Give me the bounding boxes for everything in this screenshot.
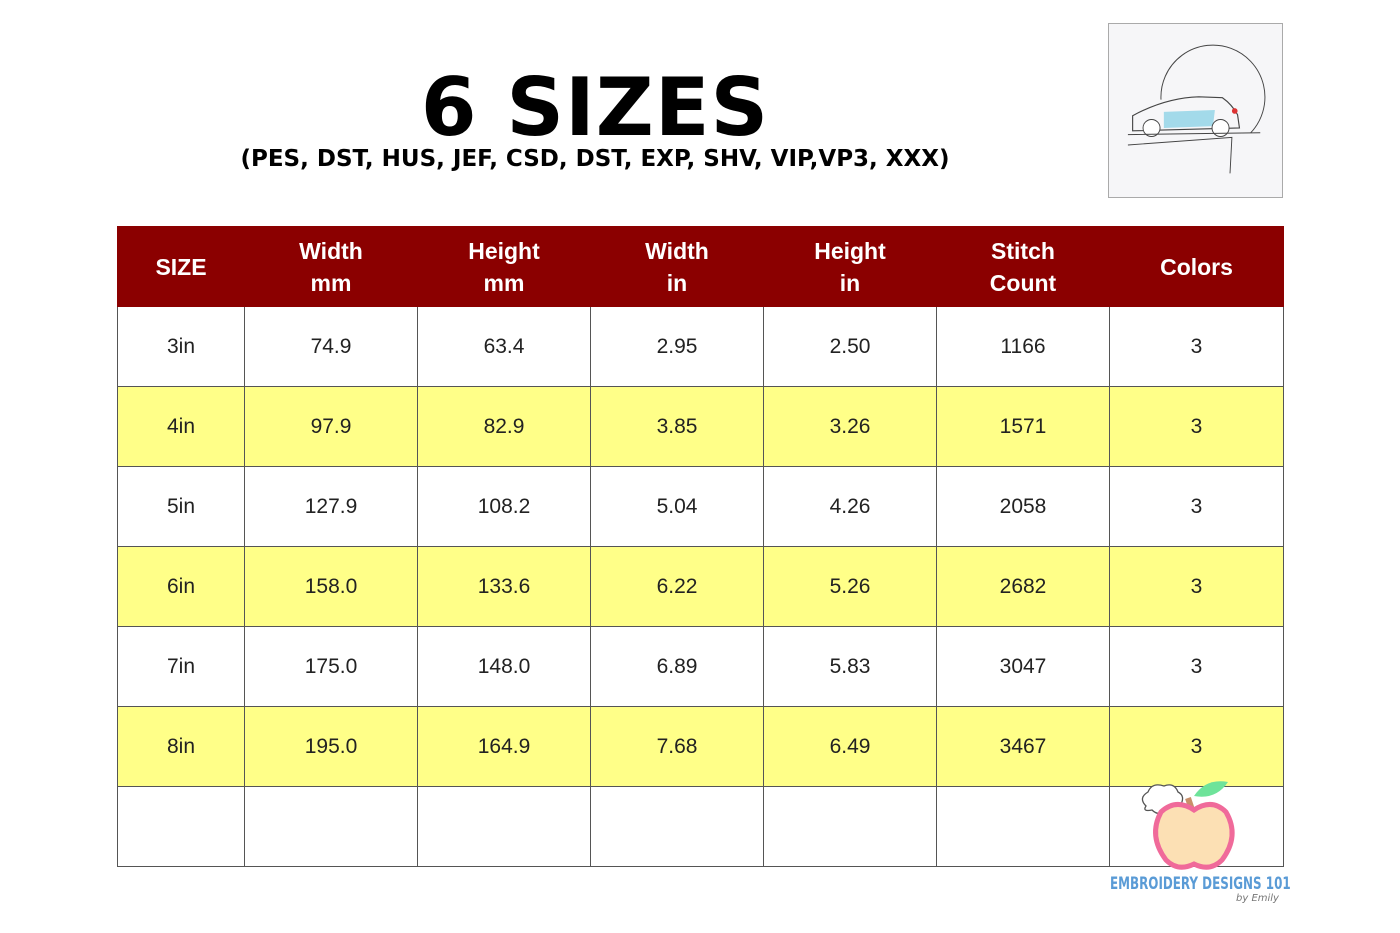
- brand-logo-text: EMBROIDERY DESIGNS 101: [1110, 874, 1291, 894]
- table-cell: 7.68: [590, 706, 764, 787]
- table-cell: 2.50: [763, 306, 937, 387]
- header-size: SIZE: [117, 226, 245, 307]
- sizes-table: SIZE Width mm Height mm Width in Height in S…: [117, 226, 1284, 867]
- brand-logo-apple: [1106, 776, 1286, 911]
- table-cell: 164.9: [417, 706, 591, 787]
- header-height-mm: Height mm: [417, 226, 591, 307]
- table-cell: 4.26: [763, 466, 937, 547]
- table-cell: 63.4: [417, 306, 591, 387]
- table-row: 5in 127.9 108.2 5.04 4.26 2058 3: [117, 466, 1284, 547]
- table-cell: 3: [1109, 706, 1284, 787]
- table-cell: [244, 786, 418, 867]
- table-cell: 1166: [936, 306, 1110, 387]
- table-row: 3in 74.9 63.4 2.95 2.50 1166 3: [117, 306, 1284, 387]
- table-cell: 3: [1109, 626, 1284, 707]
- table-cell: 127.9: [244, 466, 418, 547]
- table-cell: 7in: [117, 626, 245, 707]
- table-cell: 1571: [936, 386, 1110, 467]
- table-cell: 6in: [117, 546, 245, 627]
- table-cell: 5.26: [763, 546, 937, 627]
- table-cell: 3: [1109, 546, 1284, 627]
- table-cell: 108.2: [417, 466, 591, 547]
- table-cell: 3: [1109, 306, 1284, 387]
- table-cell: 6.49: [763, 706, 937, 787]
- table-cell: 6.89: [590, 626, 764, 707]
- table-row: [117, 786, 1284, 867]
- table-row: 6in 158.0 133.6 6.22 5.26 2682 3: [117, 546, 1284, 627]
- table-cell: [936, 786, 1110, 867]
- table-cell: 158.0: [244, 546, 418, 627]
- table-cell: [417, 786, 591, 867]
- table-cell: [117, 786, 245, 867]
- table-cell: 5.04: [590, 466, 764, 547]
- table-cell: 8in: [117, 706, 245, 787]
- table-cell: 74.9: [244, 306, 418, 387]
- table-row: 8in 195.0 164.9 7.68 6.49 3467 3: [117, 706, 1284, 787]
- table-row: 4in 97.9 82.9 3.85 3.26 1571 3: [117, 386, 1284, 467]
- table-cell: 3.85: [590, 386, 764, 467]
- header-height-in: Height in: [763, 226, 937, 307]
- table-header-row: SIZE Width mm Height mm Width in Height in S…: [117, 226, 1284, 307]
- brand-logo-subtext: by Emily: [1236, 893, 1279, 904]
- table-cell: 175.0: [244, 626, 418, 707]
- table-cell: 5.83: [763, 626, 937, 707]
- table-cell: 3467: [936, 706, 1110, 787]
- table-cell: 3: [1109, 386, 1284, 467]
- table-cell: 2682: [936, 546, 1110, 627]
- format-list: (PES, DST, HUS, JEF, CSD, DST, EXP, SHV,…: [240, 146, 950, 172]
- table-cell: 97.9: [244, 386, 418, 467]
- table-cell: 82.9: [417, 386, 591, 467]
- table-cell: 148.0: [417, 626, 591, 707]
- header-width-in: Width in: [590, 226, 764, 307]
- table-cell: 133.6: [417, 546, 591, 627]
- table-cell: [763, 786, 937, 867]
- header-stitch-count: Stitch Count: [936, 226, 1110, 307]
- header-colors: Colors: [1109, 226, 1284, 307]
- table-cell: 3047: [936, 626, 1110, 707]
- table-cell: 4in: [117, 386, 245, 467]
- table-row: 7in 175.0 148.0 6.89 5.83 3047 3: [117, 626, 1284, 707]
- table-cell: 6.22: [590, 546, 764, 627]
- page-title: 6 SIZES: [420, 61, 770, 154]
- table-cell: 2.95: [590, 306, 764, 387]
- table-cell: [590, 786, 764, 867]
- table-cell: 5in: [117, 466, 245, 547]
- table-cell: 195.0: [244, 706, 418, 787]
- design-preview-image: [1108, 23, 1283, 198]
- header-width-mm: Width mm: [244, 226, 418, 307]
- table-cell: 2058: [936, 466, 1110, 547]
- table-cell: 3.26: [763, 386, 937, 467]
- table-cell: 3in: [117, 306, 245, 387]
- table-cell: 3: [1109, 466, 1284, 547]
